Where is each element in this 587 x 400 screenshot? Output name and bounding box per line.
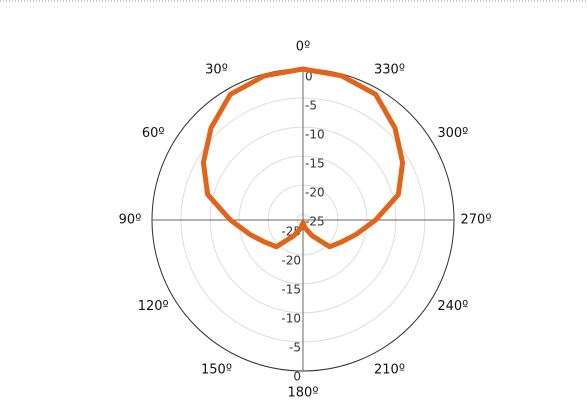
r-tick-label: 0 <box>305 70 313 84</box>
r-tick-label: -5 <box>305 99 317 113</box>
theta-tick-label: 60º <box>142 126 165 141</box>
r-tick-label: -10 <box>305 128 325 142</box>
r-tick-label: -20 <box>305 186 325 200</box>
theta-tick-label: 300º <box>437 126 468 141</box>
theta-tick-label: 90º <box>119 213 142 228</box>
theta-tick-label: 0º <box>296 40 310 55</box>
r-tick-label: -20 <box>281 253 301 267</box>
theta-tick-label: 30º <box>205 63 228 78</box>
theta-tick-label: 240º <box>437 299 468 314</box>
theta-tick-label: 180º <box>288 386 319 400</box>
theta-tick-label: 330º <box>374 63 405 78</box>
r-tick-label: -5 <box>289 340 301 354</box>
pattern-line <box>200 66 406 250</box>
r-tick-label: -15 <box>281 282 301 296</box>
r-tick-label: -15 <box>305 157 325 171</box>
r-tick-label: 0 <box>293 370 301 384</box>
theta-tick-label: 150º <box>201 362 232 377</box>
theta-tick-label: 210º <box>374 362 405 377</box>
theta-tick-label: 120º <box>138 299 169 314</box>
r-tick-label: -25 <box>305 215 325 229</box>
theta-tick-label: 270º <box>461 213 492 228</box>
r-tick-label: -10 <box>281 311 301 325</box>
